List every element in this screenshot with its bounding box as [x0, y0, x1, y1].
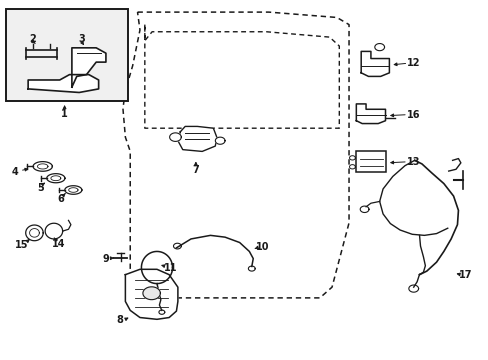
Text: 3: 3: [78, 34, 85, 44]
Polygon shape: [28, 75, 99, 93]
Polygon shape: [361, 51, 388, 76]
Polygon shape: [47, 174, 65, 183]
Polygon shape: [33, 162, 52, 171]
Polygon shape: [215, 137, 224, 144]
Polygon shape: [72, 48, 106, 87]
Polygon shape: [45, 223, 62, 239]
Polygon shape: [142, 287, 160, 300]
Polygon shape: [26, 225, 43, 241]
Polygon shape: [65, 186, 81, 194]
Bar: [6, 9, 127, 102]
Text: 9: 9: [102, 253, 109, 264]
Text: 15: 15: [15, 240, 28, 250]
Text: 12: 12: [406, 58, 420, 68]
Text: 8: 8: [116, 315, 123, 325]
Text: 14: 14: [52, 239, 65, 249]
Polygon shape: [178, 126, 216, 152]
Bar: [356, 152, 386, 172]
Text: 5: 5: [37, 183, 43, 193]
Text: 7: 7: [192, 165, 199, 175]
Text: 16: 16: [406, 110, 420, 120]
Text: 13: 13: [406, 157, 420, 167]
Polygon shape: [169, 133, 181, 141]
Text: 17: 17: [458, 270, 471, 280]
Polygon shape: [356, 104, 385, 123]
Text: 6: 6: [58, 194, 64, 204]
Text: 2: 2: [30, 34, 36, 44]
Text: 4: 4: [12, 167, 19, 177]
Polygon shape: [125, 269, 178, 319]
Text: 11: 11: [163, 262, 177, 273]
Text: 10: 10: [256, 242, 269, 252]
Text: 1: 1: [61, 109, 68, 119]
